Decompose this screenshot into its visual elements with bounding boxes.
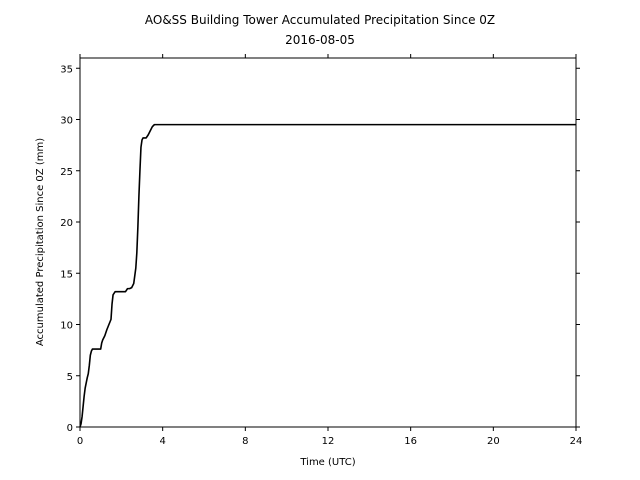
plot-frame [79, 57, 577, 428]
x-tick-label: 4 [159, 436, 165, 447]
y-tick-label: 20 [60, 218, 73, 229]
y-tick-label: 5 [67, 372, 73, 383]
x-tick-label: 16 [404, 436, 417, 447]
chart-title: AO&SS Building Tower Accumulated Precipi… [145, 13, 495, 27]
y-tick-label: 15 [60, 269, 73, 280]
y-tick-label: 35 [60, 64, 73, 75]
y-axis-label: Accumulated Precipitation Since 0Z (mm) [35, 138, 46, 346]
y-tick-label: 30 [60, 116, 73, 127]
y-tick-label: 25 [60, 167, 73, 178]
plot-area [79, 57, 577, 428]
x-tick-label: 12 [322, 436, 335, 447]
precipitation-line [79, 123, 576, 428]
x-axis-label: Time (UTC) [299, 457, 355, 468]
x-tick-label: 20 [487, 436, 500, 447]
y-tick-label: 10 [60, 321, 73, 332]
x-tick-label: 24 [570, 436, 583, 447]
y-tick-label: 0 [67, 423, 73, 434]
x-axis: 0 4 8 12 16 20 24 [77, 54, 583, 447]
chart-subtitle: 2016-08-05 [285, 33, 355, 47]
y-axis: 0 5 10 15 20 25 30 35 [60, 64, 580, 434]
x-tick-label: 0 [77, 436, 83, 447]
x-tick-label: 8 [242, 436, 248, 447]
